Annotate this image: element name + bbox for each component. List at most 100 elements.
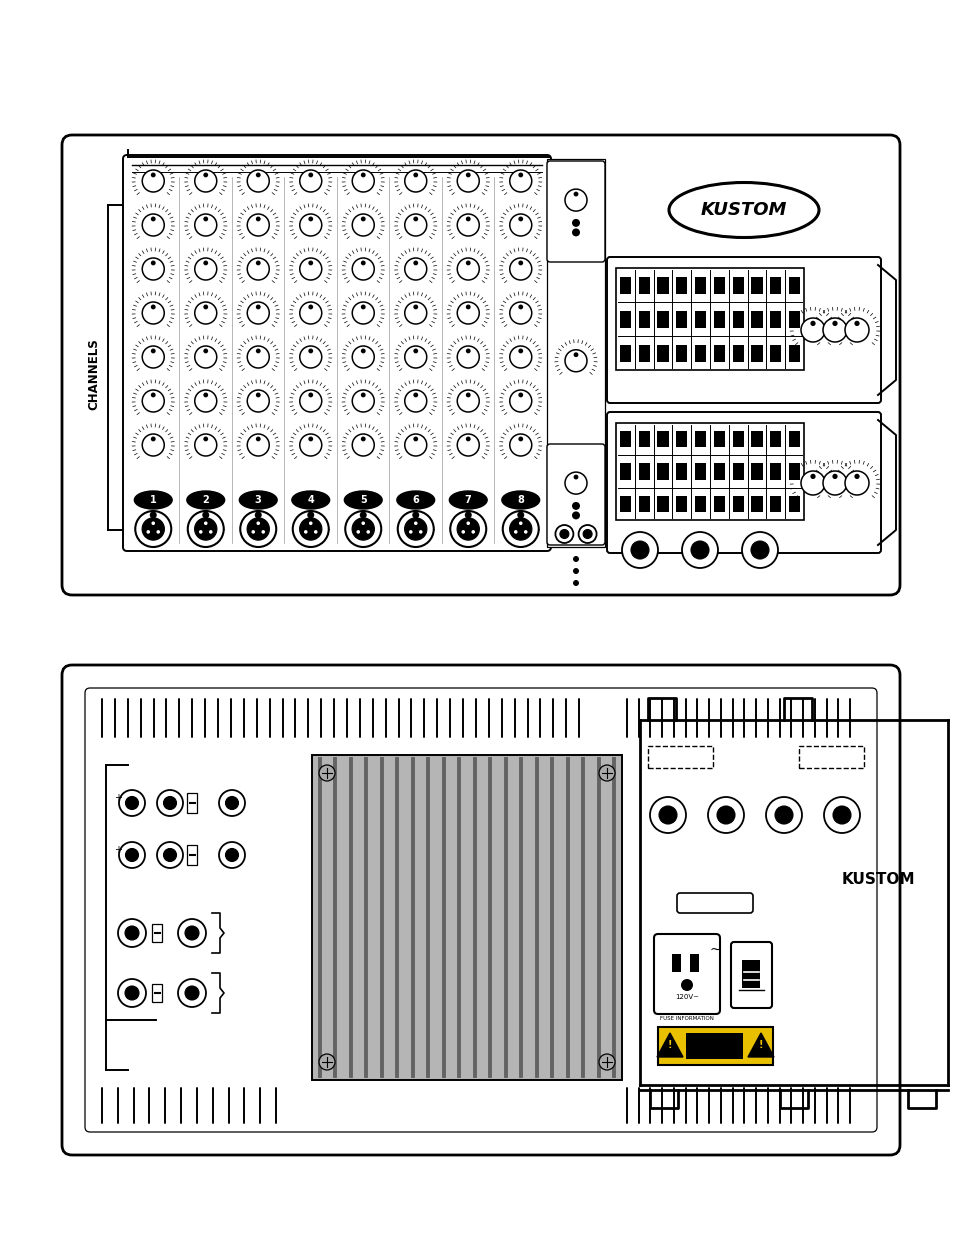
Circle shape (681, 532, 718, 568)
Circle shape (649, 797, 685, 832)
Circle shape (517, 348, 522, 353)
Bar (619, 431, 630, 447)
Bar (638, 345, 649, 362)
Circle shape (203, 305, 208, 310)
Circle shape (142, 346, 164, 368)
Circle shape (822, 471, 846, 495)
Bar (676, 431, 687, 447)
Circle shape (413, 305, 417, 310)
FancyBboxPatch shape (546, 161, 604, 262)
Circle shape (194, 170, 216, 191)
FancyBboxPatch shape (677, 893, 752, 913)
Circle shape (471, 530, 475, 534)
Circle shape (517, 173, 522, 178)
Circle shape (256, 521, 260, 525)
Circle shape (151, 173, 155, 178)
Circle shape (156, 530, 160, 534)
Circle shape (413, 348, 417, 353)
Bar (769, 345, 781, 362)
Circle shape (194, 303, 216, 324)
Circle shape (509, 517, 532, 540)
Circle shape (204, 521, 208, 525)
Circle shape (308, 216, 313, 221)
Bar (657, 345, 668, 362)
Circle shape (151, 216, 155, 221)
Bar (657, 495, 668, 513)
Bar (312, 755, 621, 1079)
Circle shape (630, 541, 648, 559)
Circle shape (142, 258, 164, 280)
Bar (187, 845, 196, 864)
Circle shape (404, 258, 426, 280)
Bar (751, 495, 761, 513)
Circle shape (247, 170, 269, 191)
Circle shape (255, 436, 260, 441)
Circle shape (450, 511, 486, 547)
Bar (689, 953, 699, 972)
Circle shape (352, 214, 374, 236)
Bar (713, 345, 724, 362)
Bar (769, 277, 781, 294)
Circle shape (823, 797, 859, 832)
Circle shape (352, 390, 374, 412)
Bar (647, 746, 712, 768)
FancyBboxPatch shape (730, 942, 771, 1008)
Bar (769, 431, 781, 447)
Bar (713, 277, 724, 294)
Circle shape (219, 790, 245, 816)
Ellipse shape (501, 492, 539, 509)
Circle shape (352, 303, 374, 324)
Circle shape (404, 170, 426, 191)
Circle shape (194, 346, 216, 368)
Bar (658, 1028, 772, 1065)
Circle shape (255, 305, 260, 310)
Circle shape (308, 393, 313, 398)
Circle shape (247, 258, 269, 280)
Circle shape (194, 390, 216, 412)
Circle shape (801, 317, 824, 342)
Circle shape (413, 173, 417, 178)
Circle shape (844, 317, 868, 342)
Circle shape (573, 556, 578, 562)
Circle shape (119, 842, 145, 868)
Bar (788, 277, 800, 294)
Circle shape (142, 214, 164, 236)
Circle shape (514, 530, 517, 534)
Circle shape (152, 521, 155, 525)
Circle shape (465, 216, 470, 221)
Circle shape (413, 216, 417, 221)
Ellipse shape (239, 492, 277, 509)
Circle shape (194, 433, 216, 456)
Circle shape (572, 219, 579, 227)
Circle shape (717, 806, 734, 824)
Circle shape (517, 511, 524, 519)
Circle shape (564, 472, 586, 494)
Circle shape (466, 521, 470, 525)
Circle shape (509, 214, 531, 236)
Circle shape (142, 390, 164, 412)
Circle shape (854, 474, 859, 479)
Circle shape (456, 346, 478, 368)
Circle shape (404, 390, 426, 412)
Circle shape (517, 436, 522, 441)
Ellipse shape (668, 183, 818, 237)
Circle shape (456, 433, 478, 456)
Circle shape (126, 848, 138, 862)
Circle shape (247, 303, 269, 324)
Circle shape (456, 390, 478, 412)
Circle shape (465, 305, 470, 310)
Bar (694, 345, 705, 362)
Circle shape (255, 393, 260, 398)
Bar (694, 495, 705, 513)
Text: !: ! (758, 1040, 762, 1050)
Circle shape (126, 797, 138, 809)
Circle shape (822, 317, 846, 342)
Circle shape (202, 511, 209, 519)
Circle shape (523, 530, 527, 534)
Circle shape (225, 848, 238, 862)
Bar (732, 277, 743, 294)
Circle shape (309, 521, 313, 525)
Text: CHANNELS: CHANNELS (88, 338, 100, 410)
Circle shape (456, 258, 478, 280)
Circle shape (118, 919, 146, 947)
